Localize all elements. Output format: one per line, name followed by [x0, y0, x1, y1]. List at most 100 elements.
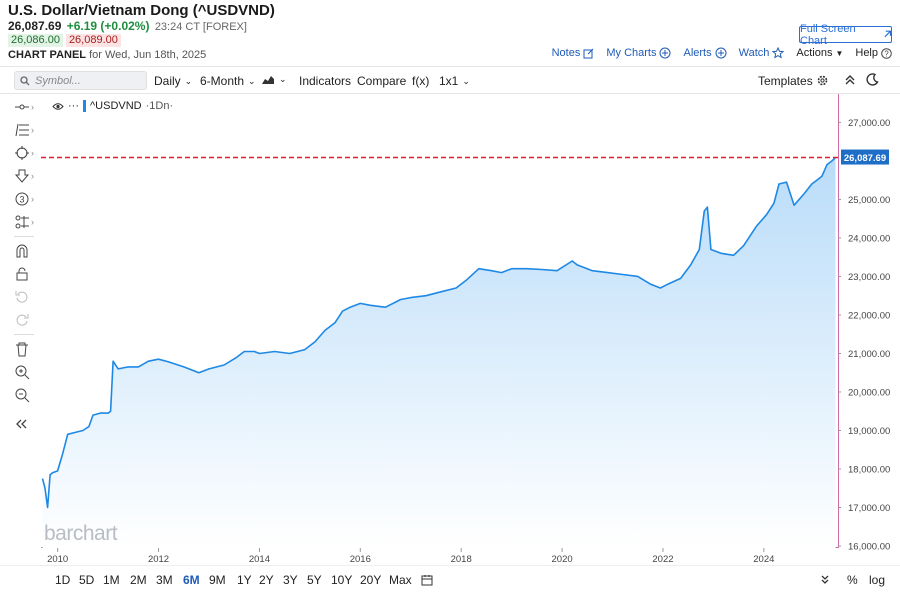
tools-divider — [14, 334, 34, 335]
y-tick-label: 17,000.00 — [848, 503, 890, 514]
logo-text: barchart — [44, 522, 118, 545]
full-screen-chart-button[interactable]: Full Screen Chart — [799, 23, 892, 47]
quote-time: 23:24 CT [FOREX] — [154, 21, 247, 33]
pattern-tool[interactable]: › — [14, 213, 36, 231]
lock-tool[interactable] — [14, 265, 36, 283]
chevron-down-icon: ⌄ — [248, 75, 256, 86]
delete-tool[interactable] — [14, 340, 36, 358]
zoom-in-tool[interactable] — [14, 363, 36, 381]
x-tick-label: 2016 — [350, 554, 371, 565]
x-tick-label: 2012 — [148, 554, 169, 565]
notes-link[interactable]: Notes — [552, 47, 595, 59]
help-label: Help — [855, 47, 878, 59]
area-chart-icon — [262, 76, 274, 84]
expand-icon — [884, 30, 891, 38]
layout-dropdown[interactable]: 1x1 ⌄ — [439, 74, 470, 88]
y-tick-label: 23,000.00 — [848, 272, 890, 283]
series-color-swatch — [83, 100, 86, 112]
indicators-label: Indicators — [299, 74, 352, 88]
number-tool[interactable]: 3 › — [14, 190, 36, 208]
chart-legend[interactable]: ··· ^USDVND ·1Dn· — [52, 100, 173, 112]
arrow-tool[interactable]: › — [14, 167, 36, 185]
last-price-label: 26,087.69 — [844, 153, 886, 164]
actions-label: Actions — [796, 47, 833, 59]
y-tick-label: 25,000.00 — [848, 195, 890, 206]
moon-icon[interactable] — [866, 73, 879, 86]
caret-right-icon: › — [31, 125, 34, 135]
help-link[interactable]: Help ? — [855, 47, 892, 59]
lock-icon — [16, 267, 28, 281]
my-charts-label: My Charts — [606, 47, 657, 59]
price-change: +6.19 (+0.02%) — [66, 19, 150, 33]
drawing-tools: › › › › 3 › › — [0, 94, 42, 549]
chart-type-dropdown[interactable]: ⌄ — [261, 74, 287, 85]
period-1m[interactable]: 1M — [103, 573, 120, 587]
my-charts-link[interactable]: My Charts — [606, 47, 671, 59]
full-screen-label: Full Screen Chart — [800, 22, 856, 47]
period-10y[interactable]: 10Y — [331, 573, 353, 587]
double-chevron-down-icon[interactable] — [820, 574, 830, 585]
x-tick-label: 2020 — [552, 554, 573, 565]
svg-text:?: ? — [884, 49, 889, 58]
more-icon[interactable]: ··· — [68, 100, 79, 112]
actions-menu[interactable]: Actions ▼ — [796, 47, 843, 59]
line-tool[interactable]: › — [14, 98, 36, 116]
alerts-link[interactable]: Alerts — [683, 47, 727, 59]
shape-tool[interactable]: › — [14, 144, 36, 162]
trash-icon — [16, 342, 28, 357]
pattern-icon — [15, 215, 29, 229]
double-chevron-left-icon — [16, 419, 27, 429]
templates-button[interactable]: Templates — [758, 74, 813, 88]
chevron-down-icon: ⌄ — [184, 75, 193, 86]
period-1y[interactable]: 1Y — [237, 573, 252, 587]
period-1d[interactable]: 1D — [55, 573, 71, 587]
percent-toggle[interactable]: % — [847, 573, 858, 587]
redo-tool[interactable] — [14, 311, 36, 329]
functions-label: f(x) — [412, 74, 430, 88]
period-2y[interactable]: 2Y — [259, 573, 274, 587]
range-dropdown[interactable]: 6-Month ⌄ — [200, 74, 256, 88]
collapse-tools-button[interactable] — [14, 415, 36, 433]
x-tick-label: 2014 — [249, 554, 270, 565]
period-20y[interactable]: 20Y — [360, 573, 382, 587]
interval-dropdown[interactable]: Daily ⌄ — [154, 74, 192, 88]
chart-toolbar: Daily⌄ 6-Month⌄ ⌄ Indicators Compare f(x… — [0, 66, 900, 94]
y-tick-label: 21,000.00 — [848, 349, 890, 360]
watch-link[interactable]: Watch — [739, 47, 785, 59]
gear-icon[interactable] — [816, 74, 829, 87]
panel-label: CHART PANEL — [8, 49, 87, 61]
period-2m[interactable]: 2M — [130, 573, 147, 587]
y-tick-label: 22,000.00 — [848, 310, 890, 321]
plus-circle-icon — [715, 47, 727, 59]
zoom-out-icon — [15, 388, 30, 403]
arrow-down-icon — [14, 169, 30, 183]
compare-button[interactable]: Compare — [357, 74, 406, 88]
zoom-out-tool[interactable] — [14, 386, 36, 404]
plus-circle-icon — [659, 47, 671, 59]
page-title: U.S. Dollar/Vietnam Dong (^USDVND) — [8, 2, 275, 19]
collapse-icon[interactable] — [844, 74, 856, 86]
magnet-icon — [16, 244, 28, 258]
symbol-search-input[interactable] — [14, 71, 147, 90]
caret-right-icon: › — [31, 171, 34, 181]
period-5d[interactable]: 5D — [79, 573, 95, 587]
layout-label: 1x1 — [439, 74, 459, 88]
caret-right-icon: › — [31, 102, 34, 112]
indicators-button[interactable]: Indicators — [299, 74, 351, 88]
period-9m[interactable]: 9M — [209, 573, 226, 587]
fib-tool[interactable]: › — [14, 121, 36, 139]
period-max[interactable]: Max — [389, 573, 412, 587]
period-3y[interactable]: 3Y — [283, 573, 298, 587]
functions-button[interactable]: f(x) — [412, 74, 429, 88]
magnet-tool[interactable] — [14, 242, 36, 260]
eye-icon[interactable] — [52, 102, 64, 111]
period-5y[interactable]: 5Y — [307, 573, 322, 587]
period-3m[interactable]: 3M — [156, 573, 173, 587]
period-6m[interactable]: 6M — [183, 573, 200, 587]
calendar-icon[interactable] — [421, 574, 433, 586]
undo-tool[interactable] — [14, 288, 36, 306]
alerts-label: Alerts — [683, 47, 712, 59]
log-toggle[interactable]: log — [869, 573, 886, 587]
compare-label: Compare — [357, 74, 407, 88]
caret-right-icon: › — [31, 194, 34, 204]
